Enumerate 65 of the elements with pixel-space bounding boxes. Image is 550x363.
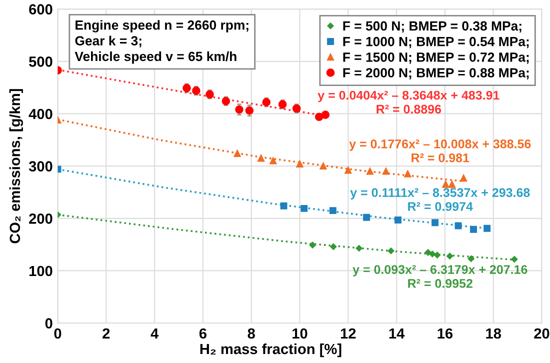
y-tick-label: 500: [29, 56, 52, 67]
x-tick-label: 4: [150, 328, 159, 338]
point: [429, 250, 436, 258]
x-tick-label: 2: [102, 328, 110, 338]
point: [329, 207, 336, 214]
point: [448, 180, 456, 188]
point: [388, 248, 394, 254]
y-tick-label: 600: [29, 4, 52, 15]
x-tick-label: 8: [248, 328, 255, 339]
x-tick-label: 12: [340, 328, 356, 338]
legend-label: F = 1000 N; BMEP = 0.54 MPa;: [343, 36, 529, 48]
point: [270, 157, 277, 164]
x-tick-label: 10: [292, 328, 308, 339]
point: [344, 166, 352, 174]
point: [314, 112, 324, 122]
point: [330, 243, 337, 250]
point: [280, 202, 288, 210]
point: [356, 244, 362, 252]
y-tick-label: 100: [29, 266, 52, 276]
y-tick-label: 300: [28, 161, 52, 172]
annotation: y = 0.093x² – 6.3179x + 207.16 R² = 0.9952: [352, 265, 528, 288]
point: [382, 168, 390, 175]
point: [394, 216, 402, 224]
point: [363, 214, 370, 221]
point: [468, 255, 474, 262]
point: [442, 180, 450, 188]
y-tick-label: 400: [28, 108, 52, 120]
x-tick-label: 14: [389, 328, 405, 338]
x-tick-label: 18: [486, 328, 502, 339]
x-axis-title: H₂ mass fraction [%]: [200, 343, 342, 358]
point: [424, 249, 432, 256]
point: [245, 106, 254, 115]
point: [300, 204, 308, 212]
x-tick-label: 16: [438, 328, 453, 339]
point: [432, 219, 438, 226]
legend-label: F = 1500 N; BMEP = 0.72 MPa;: [343, 52, 529, 64]
point: [296, 160, 304, 168]
x-tick-label: 0: [54, 328, 62, 339]
point: [366, 168, 374, 175]
point: [460, 174, 468, 182]
point: [446, 252, 454, 260]
point: [320, 162, 327, 170]
point: [434, 252, 440, 258]
annotation: Gear k = 3;: [75, 36, 142, 48]
annotation: Engine speed n = 2660 rpm;: [76, 20, 248, 32]
point: [470, 226, 477, 233]
annotation: y = 0.0404x² – 8.3648x + 483.91 R² = 0.8896: [318, 90, 500, 114]
legend-label: F = 2000 N; BMEP = 0.88 MPa;: [343, 68, 529, 80]
y-tick-label: 0: [45, 318, 52, 328]
point: [309, 242, 316, 248]
point: [404, 170, 412, 178]
x-tick-label: 6: [199, 328, 206, 339]
legend-label: F = 500 N; BMEP = 0.38 MPa;: [343, 21, 522, 33]
point: [511, 256, 518, 262]
y-axis-title: CO₂ emissions, [g/km]: [9, 89, 24, 244]
x-tick-label: 20: [534, 328, 550, 339]
point: [454, 222, 462, 230]
annotation: y = 0.1111x² – 8.3537x + 293.68 R² = 0.9974: [350, 188, 530, 211]
annotation: Vehicle speed v = 65 km/h: [74, 51, 236, 64]
annotation: y = 0.1776x² – 10.008x + 388.56 R² = 0.981: [349, 139, 531, 162]
point: [484, 224, 491, 232]
y-tick-label: 200: [29, 214, 52, 224]
point: [321, 110, 330, 119]
point: [234, 150, 241, 157]
point: [258, 154, 265, 162]
